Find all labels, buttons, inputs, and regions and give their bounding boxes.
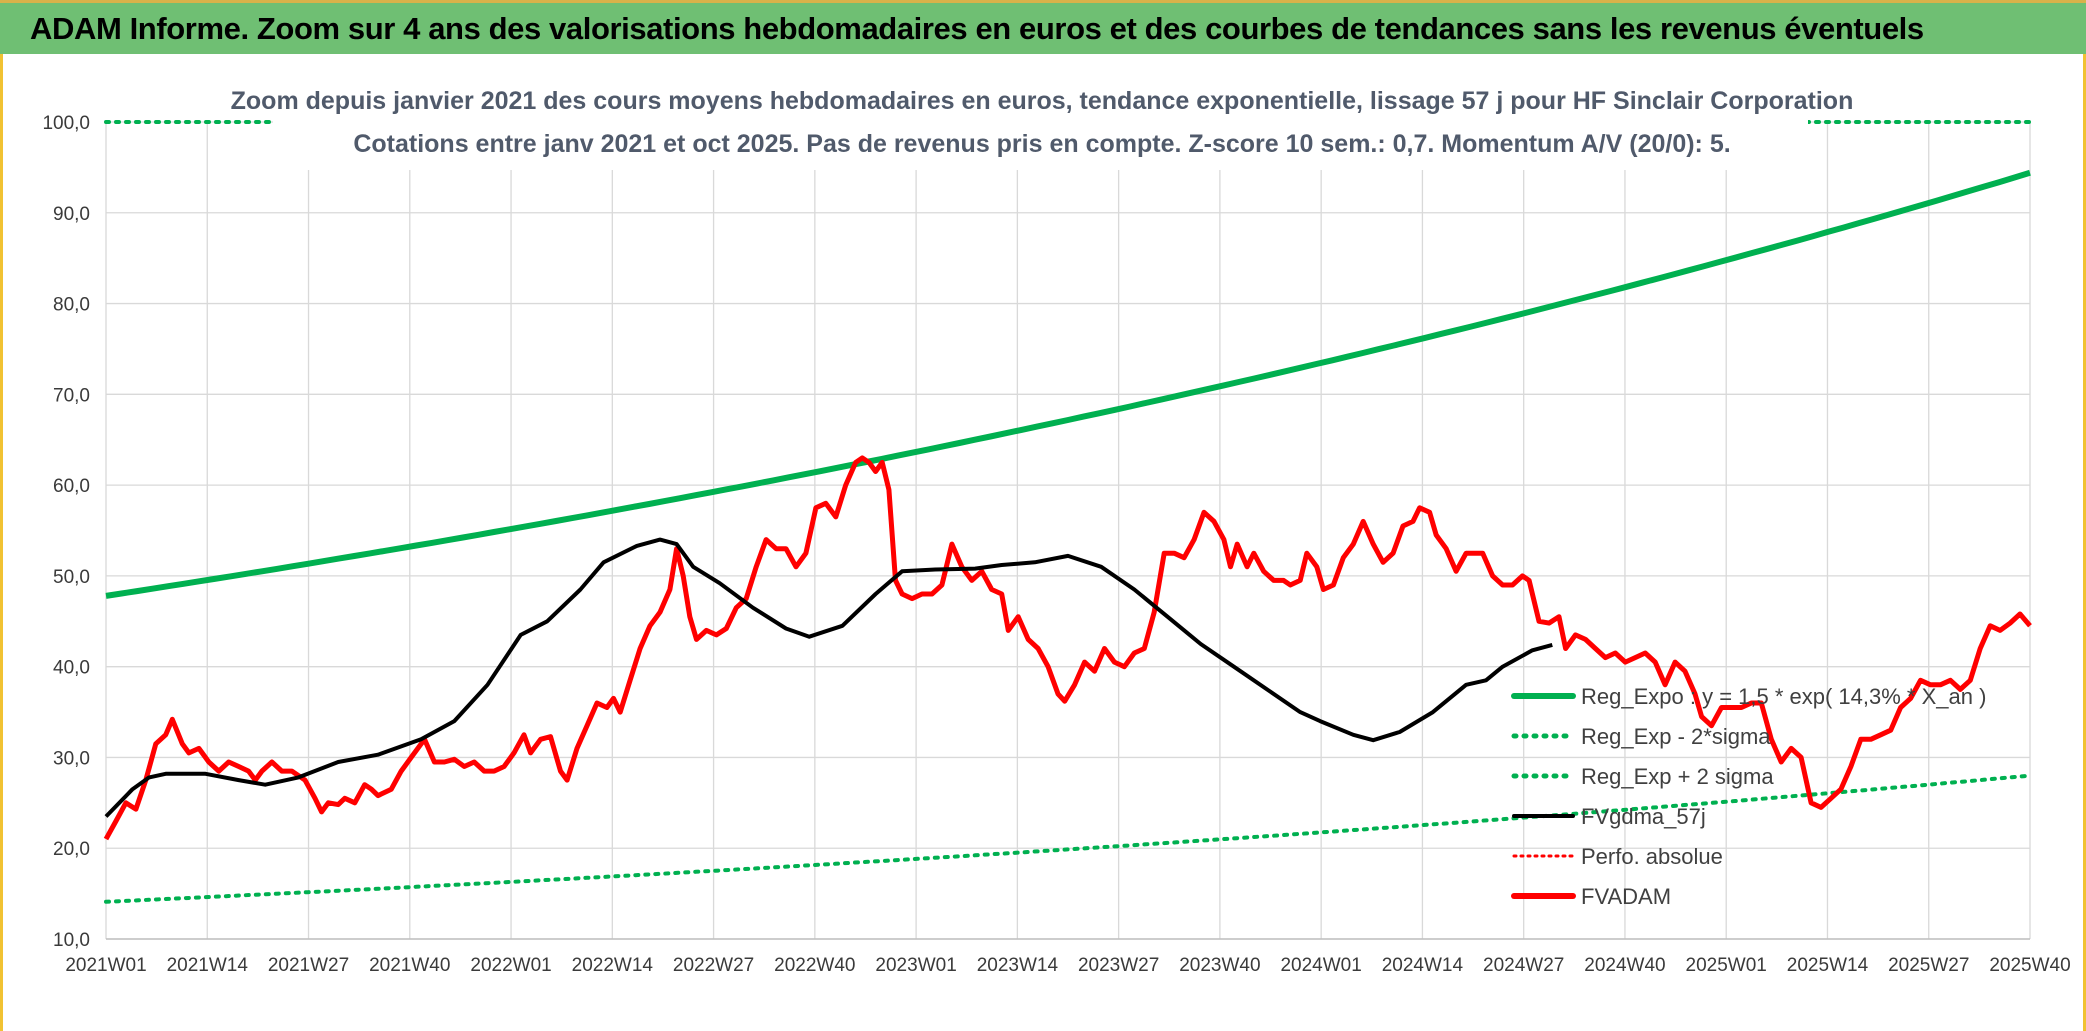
title-banner: ADAM Informe. Zoom sur 4 ans des valoris… [0,0,2086,54]
x-tick-label: 2023W01 [875,955,956,976]
x-tick-label: 2024W14 [1382,955,1464,976]
legend-label: Reg_Exp + 2 sigma [1581,764,1774,789]
y-tick-label: 70,0 [53,385,90,406]
x-tick-label: 2021W27 [268,955,349,976]
legend-label: Reg_Exp - 2*sigma [1581,724,1771,749]
y-tick-label: 100,0 [42,113,90,134]
series-reg-expo [105,169,2031,599]
x-tick-label: 2023W40 [1179,955,1260,976]
x-tick-label: 2022W40 [774,955,855,976]
legend-label: Perfo. absolue [1581,844,1723,869]
y-tick-label: 40,0 [53,658,90,679]
x-tick-label: 2023W14 [977,955,1059,976]
x-tick-label: 2023W27 [1078,955,1159,976]
x-tick-label: 2025W27 [1888,955,1969,976]
legend-label: Reg_Expo : y = 1,5 * exp( 14,3% * X_an ) [1581,684,1986,709]
x-tick-label: 2021W14 [167,955,249,976]
y-tick-label: 20,0 [53,839,90,860]
y-tick-label: 30,0 [53,748,90,769]
y-tick-label: 90,0 [53,204,90,225]
chart-svg: 10,0 20,0 30,0 40,0 50,0 60,0 70,0 80,0 90,0 100,… [42,78,2071,976]
chart-title: Zoom depuis janvier 2021 des cours moyen… [231,87,1854,115]
x-tick-label: 2022W27 [673,955,754,976]
series-fvadam [103,455,2032,841]
x-tick-label: 2024W01 [1280,955,1361,976]
x-tick-label: 2021W01 [65,955,146,976]
x-tick-label: 2022W01 [470,955,551,976]
chart-frame: 10,0 20,0 30,0 40,0 50,0 60,0 70,0 80,0 90,0 100,… [0,54,2086,1031]
series-fvgdma-57j [104,537,1553,818]
y-tick-label: 10,0 [53,930,90,951]
chart-subtitle: Cotations entre janv 2021 et oct 2025. P… [353,130,1730,158]
x-tick-label: 2021W40 [369,955,450,976]
x-tick-label: 2025W40 [1989,955,2070,976]
legend-label: FVgdma_57j [1581,804,1706,829]
y-tick-label: 80,0 [53,295,90,316]
series-reg-exp-minus-2sigma [104,773,2032,904]
chart-title-background [273,78,1808,170]
y-tick-label: 60,0 [53,476,90,497]
x-tick-label: 2025W01 [1686,955,1767,976]
x-tick-label: 2022W14 [572,955,654,976]
x-tick-label: 2024W40 [1584,955,1665,976]
x-tick-label: 2024W27 [1483,955,1564,976]
legend-label: FVADAM [1581,884,1671,909]
y-tick-label: 50,0 [53,567,90,588]
x-tick-label: 2025W14 [1787,955,1869,976]
banner-title: ADAM Informe. Zoom sur 4 ans des valoris… [30,11,1924,46]
